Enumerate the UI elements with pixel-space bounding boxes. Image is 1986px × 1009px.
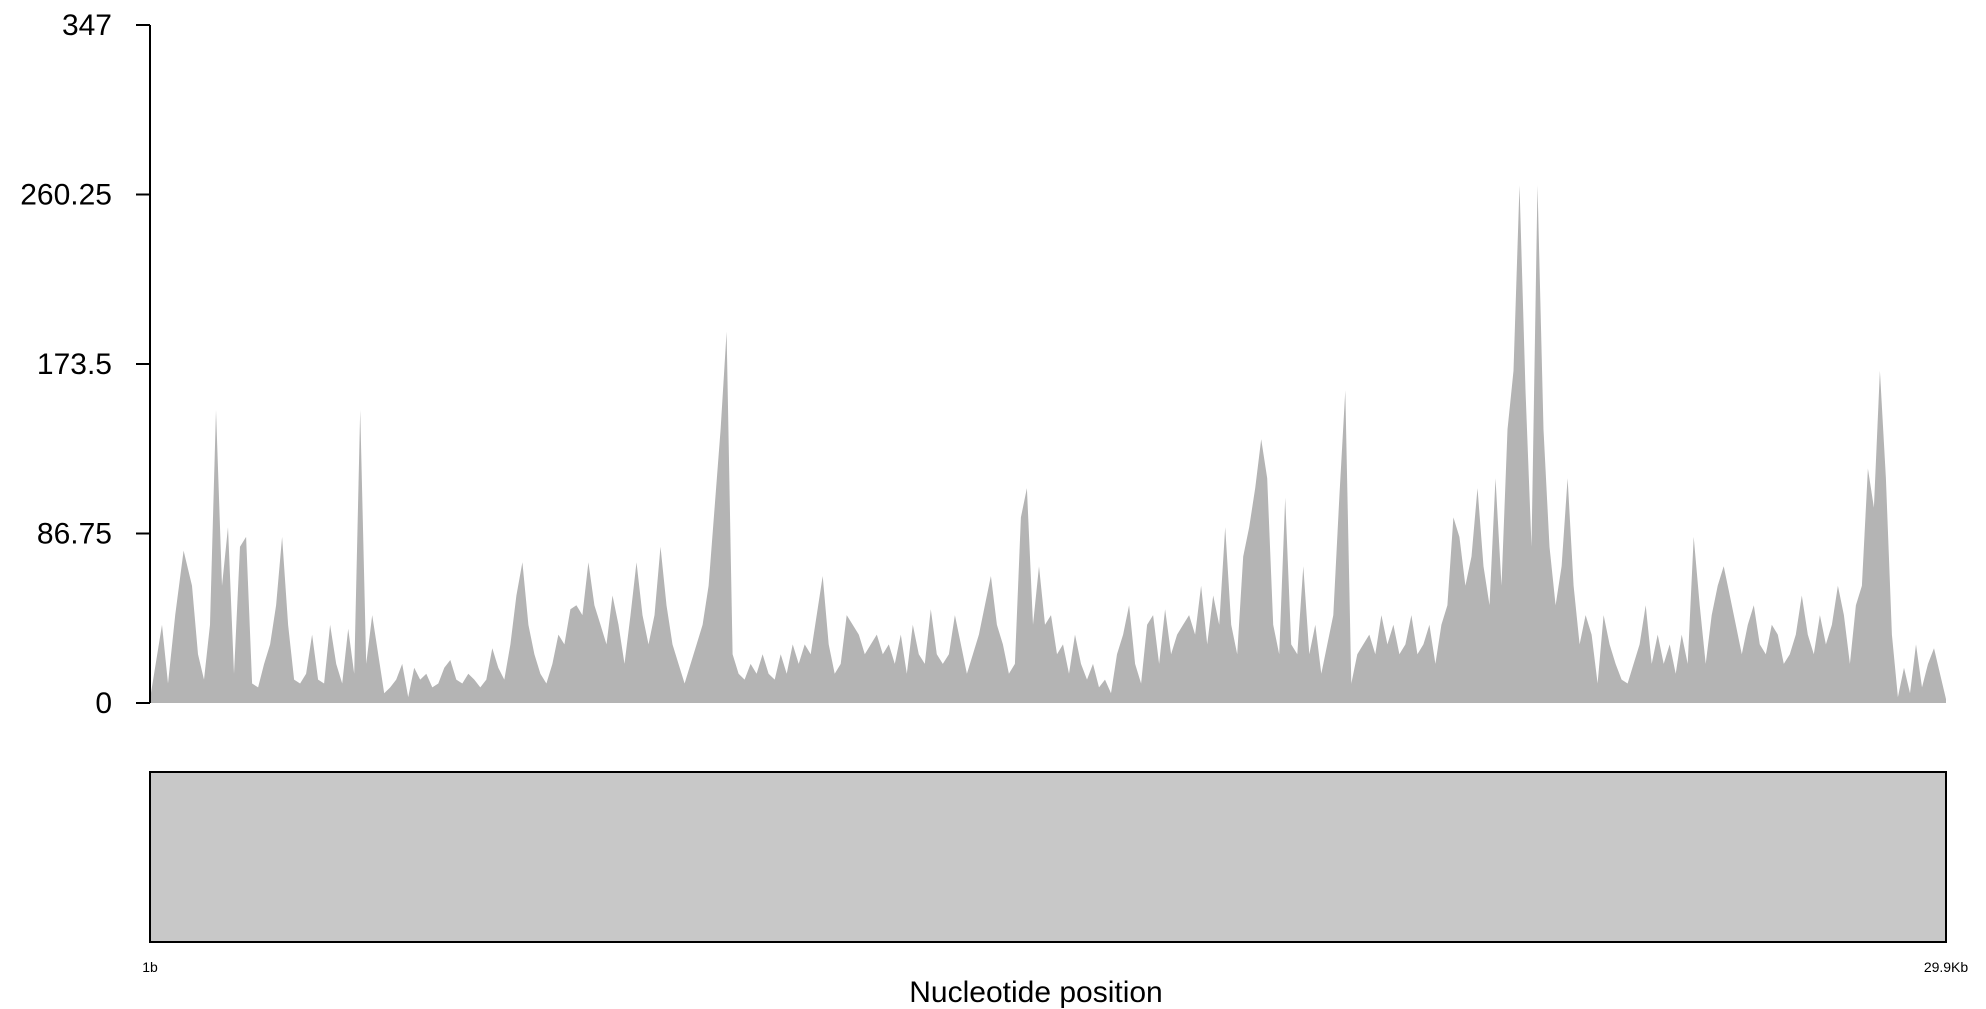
x-tick-label-start: 1b [142,959,158,975]
x-axis-label: Nucleotide position [909,976,1163,1009]
genome-track [149,771,1947,943]
y-tick-label: 173.5 [37,348,112,381]
y-tick-label: 347 [62,9,112,42]
y-axis-ticks: 347 260.25 173.5 86.75 0 [20,9,150,720]
y-tick-label: 0 [95,687,112,720]
y-tick-label: 260.25 [20,179,112,212]
coverage-area [150,185,1946,703]
x-tick-label-end: 29.9Kb [1924,959,1969,975]
y-tick-label: 86.75 [37,518,112,551]
